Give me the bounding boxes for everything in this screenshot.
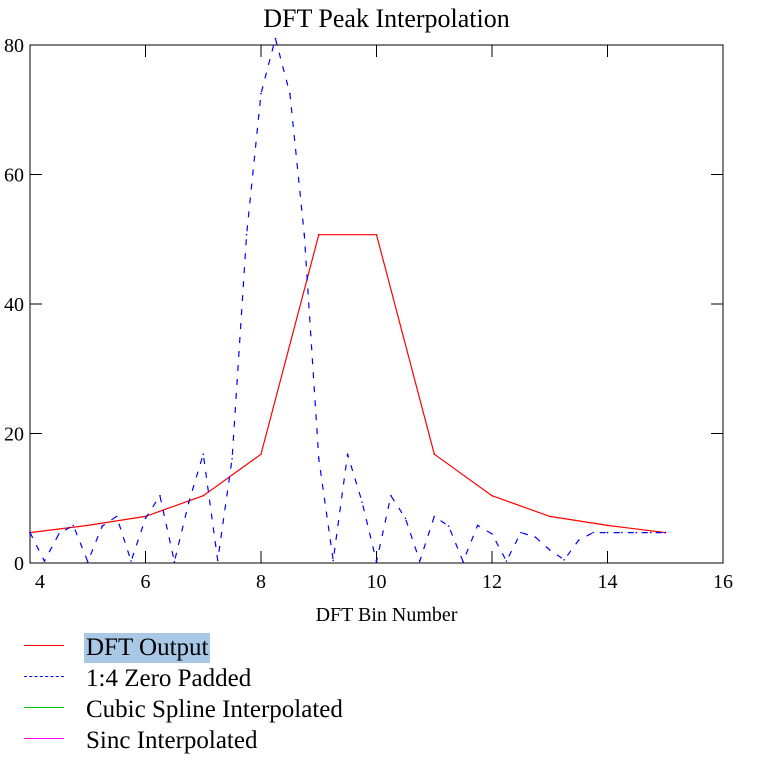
series-line-1-4-zero-padded <box>29 36 666 564</box>
plot-area: 4 6 8 10 12 14 16 0 20 40 60 80 <box>4 35 733 593</box>
legend-label-zero-padded: 1:4 Zero Padded <box>86 665 252 692</box>
series-point-0-9 <box>548 515 551 518</box>
series-point-1-1 <box>43 560 46 562</box>
legend-item-zero-padded[interactable]: 1:4 Zero Padded <box>14 664 414 695</box>
series-point-1-9 <box>159 494 161 497</box>
legend-item-cubic-spline[interactable]: Cubic Spline Interpolated <box>14 695 414 726</box>
y-tick-label-80: 80 <box>4 35 24 57</box>
series-point-1-23 <box>361 501 363 503</box>
series-point-1-25 <box>390 494 392 497</box>
series-point-1-21 <box>332 559 334 562</box>
series-point-1-28 <box>433 515 436 518</box>
x-tick-label-8: 8 <box>256 571 266 593</box>
y-tick-label-60: 60 <box>4 165 24 187</box>
series-point-1-5 <box>101 525 103 527</box>
plot-frame <box>29 44 724 564</box>
series-point-0-7 <box>433 453 436 456</box>
legend-label-dft-output: DFT Output <box>84 633 211 663</box>
series-point-0-6 <box>375 233 378 236</box>
legend-label-cubic-spline: Cubic Spline Interpolated <box>86 696 343 723</box>
y-tick-label-0: 0 <box>14 553 24 575</box>
legend-label-sinc: Sinc Interpolated <box>86 727 258 754</box>
series-point-1-13 <box>216 559 219 562</box>
series-point-1-43 <box>650 531 652 534</box>
x-axis-label: DFT Bin Number <box>315 604 458 626</box>
series-point-1-7 <box>130 560 132 562</box>
series-point-1-6 <box>115 515 118 518</box>
series-point-1-10 <box>173 560 176 563</box>
legend-swatch-zero-padded <box>24 676 64 677</box>
x-tick-label-4: 4 <box>35 571 45 593</box>
series-point-1-19 <box>303 233 306 236</box>
series-point-1-24 <box>375 560 378 563</box>
x-tick-label-10: 10 <box>367 571 387 593</box>
series-point-1-8 <box>144 517 147 520</box>
legend-swatch-sinc <box>24 738 64 739</box>
series-point-1-27 <box>419 560 421 562</box>
legend-item-sinc[interactable]: Sinc Interpolated <box>14 726 414 757</box>
series-point-1-29 <box>447 525 450 527</box>
series-point-0-1 <box>86 524 89 527</box>
series-point-1-41 <box>621 531 623 534</box>
series-point-1-42 <box>635 531 638 534</box>
series-point-1-37 <box>563 558 565 561</box>
y-tick-label-40: 40 <box>4 294 24 316</box>
series-point-1-16 <box>260 92 262 95</box>
series-point-1-2 <box>58 533 60 535</box>
series-point-0-10 <box>606 524 609 527</box>
x-tick-label-16: 16 <box>713 571 733 593</box>
series-point-1-30 <box>462 560 464 563</box>
series-point-1-17 <box>274 37 277 40</box>
series-point-1-33 <box>505 560 508 562</box>
series-point-1-40 <box>606 531 609 534</box>
series-point-1-32 <box>491 533 493 535</box>
legend-swatch-dft-output <box>24 645 64 646</box>
series-line-dft-output <box>29 234 666 534</box>
series-point-1-44 <box>664 531 667 534</box>
series-point-1-38 <box>577 539 580 542</box>
legend-item-dft-output[interactable]: DFT Output <box>14 633 414 664</box>
x-tick-label-6: 6 <box>141 571 151 593</box>
legend: DFT Output 1:4 Zero Padded Cubic Spline … <box>14 633 414 757</box>
series-point-1-0 <box>29 531 31 534</box>
series-point-1-34 <box>520 531 522 534</box>
series-point-1-11 <box>188 501 190 503</box>
series-point-1-15 <box>245 233 248 236</box>
series-point-0-3 <box>202 494 205 497</box>
legend-swatch-cubic-spline <box>24 707 64 708</box>
series-point-1-22 <box>346 453 349 456</box>
x-tick-label-14: 14 <box>598 571 618 593</box>
series-point-1-36 <box>548 549 551 551</box>
series-point-1-18 <box>289 92 291 95</box>
series-point-0-8 <box>491 494 493 497</box>
series-point-1-20 <box>317 457 320 460</box>
series-point-0-5 <box>317 233 320 236</box>
series-point-1-35 <box>534 536 537 538</box>
series-point-1-3 <box>72 524 75 527</box>
series-point-0-4 <box>260 453 262 456</box>
series-point-1-12 <box>202 453 205 456</box>
series-point-1-26 <box>404 517 407 520</box>
series-point-1-14 <box>231 457 233 460</box>
series-point-1-4 <box>86 560 89 563</box>
chart-title: DFT Peak Interpolation <box>263 4 510 33</box>
y-tick-label-20: 20 <box>4 424 24 446</box>
series-point-1-31 <box>476 524 479 527</box>
x-tick-label-12: 12 <box>482 571 502 593</box>
series-point-1-39 <box>592 531 594 534</box>
